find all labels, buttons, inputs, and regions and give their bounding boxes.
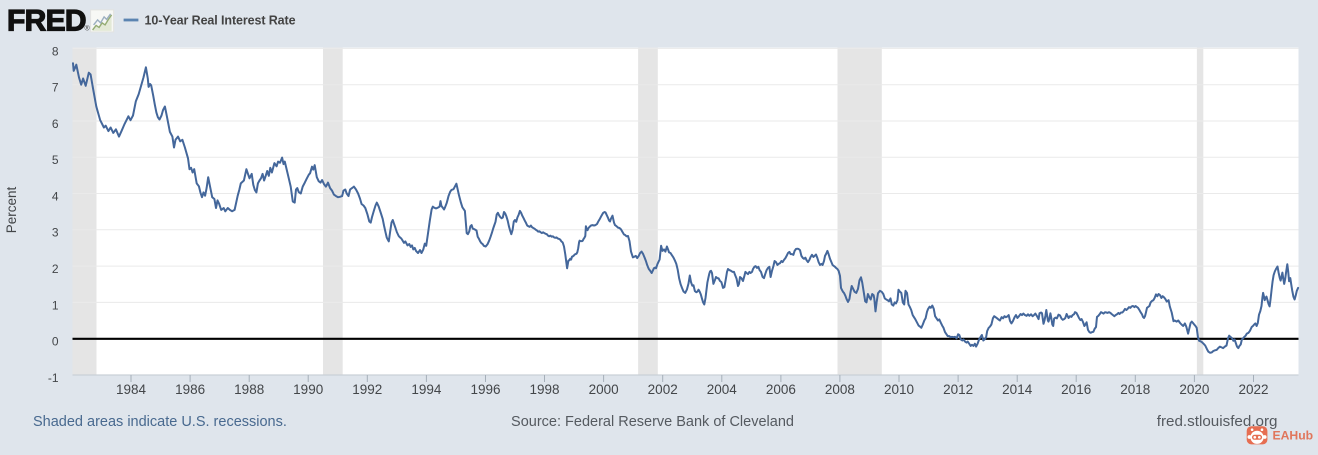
svg-text:-1: -1 — [48, 371, 59, 385]
svg-text:1998: 1998 — [529, 382, 559, 397]
svg-text:1: 1 — [52, 298, 59, 312]
svg-text:10-Year Real Interest Rate: 10-Year Real Interest Rate — [145, 14, 296, 28]
svg-text:8: 8 — [52, 44, 59, 58]
svg-text:2014: 2014 — [1002, 382, 1033, 397]
svg-text:0: 0 — [52, 335, 59, 349]
svg-text:3: 3 — [52, 226, 59, 240]
svg-text:1986: 1986 — [175, 382, 205, 397]
svg-text:4: 4 — [52, 189, 59, 203]
svg-text:2016: 2016 — [1061, 382, 1091, 397]
svg-text:1988: 1988 — [234, 382, 264, 397]
svg-text:1990: 1990 — [293, 382, 323, 397]
svg-text:2012: 2012 — [943, 382, 973, 397]
svg-text:2006: 2006 — [766, 382, 796, 397]
svg-text:5: 5 — [52, 153, 59, 167]
svg-text:Shaded areas indicate U.S. rec: Shaded areas indicate U.S. recessions. — [33, 414, 287, 430]
svg-text:7: 7 — [52, 81, 59, 95]
svg-text:1992: 1992 — [352, 382, 382, 397]
svg-text:2010: 2010 — [884, 382, 914, 397]
svg-text:Source: Federal Reserve Bank o: Source: Federal Reserve Bank of Clevelan… — [511, 414, 794, 430]
svg-text:2018: 2018 — [1120, 382, 1150, 397]
svg-text:1996: 1996 — [470, 382, 500, 397]
svg-text:2000: 2000 — [589, 382, 619, 397]
svg-text:fred.stlouisfed.org: fred.stlouisfed.org — [1157, 413, 1278, 430]
svg-text:®: ® — [85, 25, 91, 33]
svg-text:1984: 1984 — [116, 382, 147, 397]
svg-text:2: 2 — [52, 262, 59, 276]
svg-text:2004: 2004 — [707, 382, 738, 397]
svg-text:2008: 2008 — [825, 382, 855, 397]
svg-text:6: 6 — [52, 117, 59, 131]
svg-text:2002: 2002 — [648, 382, 678, 397]
svg-text:2022: 2022 — [1238, 382, 1268, 397]
svg-text:Percent: Percent — [4, 186, 19, 233]
svg-text:EAHub: EAHub — [1273, 429, 1314, 443]
svg-text:FRED: FRED — [7, 5, 86, 38]
svg-text:2020: 2020 — [1179, 382, 1209, 397]
svg-text:1994: 1994 — [411, 382, 442, 397]
